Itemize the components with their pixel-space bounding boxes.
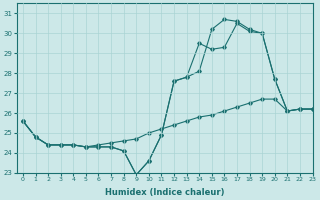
X-axis label: Humidex (Indice chaleur): Humidex (Indice chaleur) xyxy=(105,188,224,197)
